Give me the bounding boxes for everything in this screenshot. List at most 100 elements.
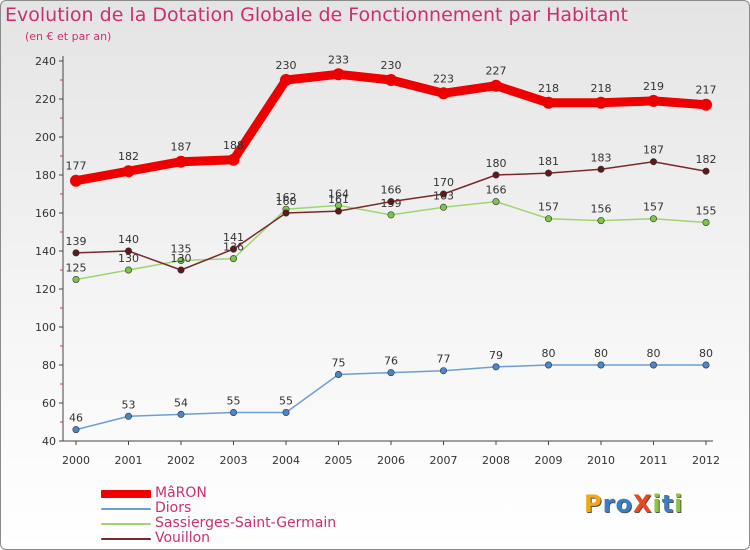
- data-point: [72, 275, 80, 283]
- data-label: 164: [328, 187, 349, 200]
- data-label: 125: [66, 262, 87, 275]
- data-label: 182: [118, 150, 139, 163]
- legend-swatch: [101, 538, 151, 540]
- data-label: 155: [696, 205, 717, 218]
- data-label: 157: [643, 201, 664, 214]
- data-point: [280, 74, 292, 86]
- data-label: 181: [538, 155, 559, 168]
- data-point: [282, 209, 290, 217]
- data-label: 160: [276, 195, 297, 208]
- logo-letter: r: [602, 490, 616, 518]
- data-point: [282, 408, 290, 416]
- data-point: [387, 198, 395, 206]
- x-tick-label: 2011: [640, 454, 668, 467]
- proxiti-logo: ProXiti: [584, 490, 683, 518]
- legend-swatch: [101, 523, 151, 525]
- data-label: 141: [223, 231, 244, 244]
- series-line: [71, 69, 711, 186]
- y-tick-label: 100: [35, 321, 56, 334]
- data-label: 55: [227, 395, 241, 408]
- data-label: 223: [433, 72, 454, 85]
- x-tick-label: 2006: [377, 454, 405, 467]
- data-label: 80: [699, 347, 713, 360]
- chart-subtitle: (en € et par an): [25, 30, 112, 43]
- data-point: [332, 68, 345, 81]
- data-label: 79: [489, 349, 503, 362]
- data-label: 187: [643, 144, 664, 157]
- data-label: 139: [66, 235, 87, 248]
- data-point: [702, 219, 710, 227]
- data-point: [125, 247, 133, 255]
- data-label: 187: [171, 141, 192, 154]
- data-label: 218: [538, 82, 559, 95]
- data-point: [595, 96, 607, 109]
- x-tick-label: 2009: [535, 454, 563, 467]
- legend-swatch: [101, 508, 151, 510]
- data-point: [125, 266, 133, 274]
- data-label: 217: [696, 84, 717, 97]
- data-point: [334, 370, 342, 378]
- data-label: 135: [171, 243, 192, 256]
- data-point: [125, 412, 133, 420]
- data-point: [72, 249, 80, 257]
- data-label: 80: [594, 347, 608, 360]
- data-label: 188: [223, 139, 244, 152]
- logo-letter: t: [661, 490, 675, 518]
- y-tick-label: 220: [35, 93, 56, 106]
- legend-swatch: [101, 490, 151, 498]
- data-point: [387, 369, 395, 377]
- data-point: [230, 255, 238, 263]
- data-label: 156: [591, 203, 612, 216]
- logo-letter: P: [584, 490, 603, 518]
- data-point: [492, 171, 500, 179]
- data-point: [490, 79, 502, 92]
- data-label: 80: [647, 347, 661, 360]
- x-tick-label: 2004: [272, 454, 300, 467]
- chart-title: Evolution de la Dotation Globale de Fonc…: [5, 4, 628, 26]
- data-point: [544, 361, 552, 369]
- data-label: 166: [381, 184, 402, 197]
- data-point: [597, 165, 605, 173]
- data-label: 161: [328, 193, 349, 206]
- data-label: 157: [538, 201, 559, 214]
- data-point: [230, 408, 238, 416]
- data-label: 53: [122, 398, 136, 411]
- y-tick-label: 160: [35, 207, 56, 220]
- data-label: 230: [276, 59, 297, 72]
- x-tick-label: 2010: [587, 454, 615, 467]
- data-point: [437, 87, 450, 100]
- data-label: 183: [591, 151, 612, 164]
- data-label: 46: [69, 412, 83, 425]
- data-label: 219: [643, 80, 664, 93]
- data-label: 130: [118, 252, 139, 265]
- data-label: 80: [542, 347, 556, 360]
- x-tick-label: 2012: [692, 454, 720, 467]
- data-label: 76: [384, 355, 398, 368]
- data-label: 130: [171, 252, 192, 265]
- data-label: 230: [381, 59, 402, 72]
- legend-label: MâRON: [155, 485, 207, 501]
- data-point: [387, 211, 395, 219]
- logo-letter: i: [652, 490, 662, 518]
- data-point: [647, 94, 660, 107]
- data-point: [177, 410, 185, 418]
- data-label: 55: [279, 395, 293, 408]
- data-point: [492, 363, 500, 371]
- legend-label: Sassierges-Saint-Germain: [155, 515, 337, 531]
- data-point: [385, 74, 397, 86]
- x-tick-label: 2003: [220, 454, 248, 467]
- data-point: [597, 361, 605, 369]
- data-point: [702, 361, 710, 369]
- x-tick-label: 2007: [430, 454, 458, 467]
- data-point: [122, 165, 135, 178]
- data-point: [175, 155, 187, 168]
- data-label: 166: [486, 184, 507, 197]
- data-point: [70, 174, 82, 187]
- data-label: 180: [486, 157, 507, 170]
- legend-label: Diors: [155, 500, 192, 516]
- x-tick-label: 2008: [482, 454, 510, 467]
- legend-label: Vouillon: [155, 530, 211, 546]
- y-tick-label: 180: [35, 169, 56, 182]
- data-point: [649, 158, 657, 166]
